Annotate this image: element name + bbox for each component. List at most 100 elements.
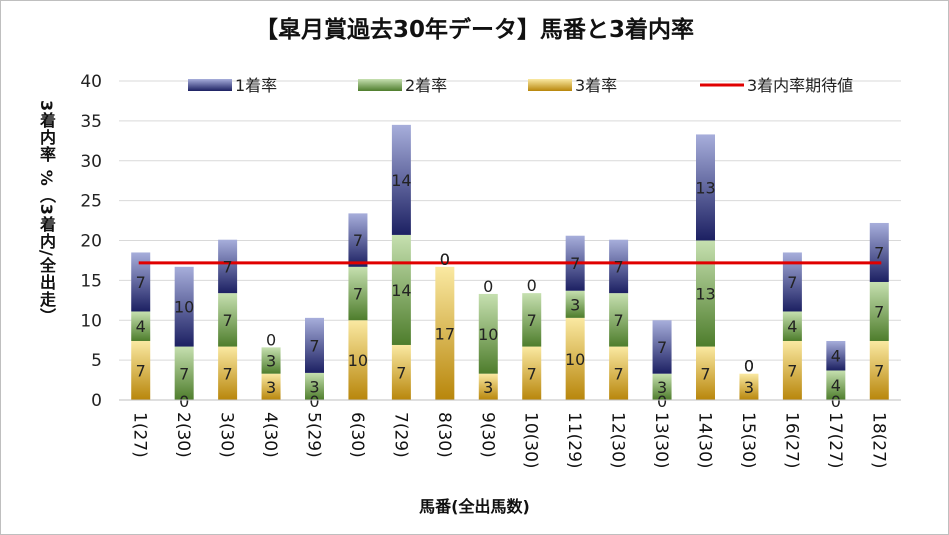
x-tick-label: 10(30) [521,412,541,469]
x-tick-label: 16(27) [781,412,801,469]
data-label: 4 [136,317,146,336]
bar-segment [131,311,151,341]
data-label: 0 [440,250,450,269]
bar-segment [782,340,802,400]
bar-segment [565,290,585,318]
x-tick-label: 5(29) [304,412,324,458]
bar-segment [174,346,194,400]
x-tick-label: 1(27) [130,412,150,458]
x-tick-label: 11(29) [564,412,584,469]
bar-segment [348,266,368,321]
y-axis-label: 3着内率 %（3着内/全出走） [37,100,56,325]
data-label: 7 [309,336,319,355]
data-label: 13 [695,285,715,304]
data-label: 4 [787,317,797,336]
bar-segment [305,372,324,400]
bar-segment [696,134,715,241]
y-tick-label: 25 [80,192,102,212]
bar-segment [739,373,759,400]
bar-segment [565,317,585,400]
data-label: 7 [787,361,797,380]
data-label: 0 [744,357,754,376]
bar-segment [218,293,238,347]
data-label: 7 [396,363,406,382]
data-label: 7 [223,257,233,276]
bar-segment [391,344,411,400]
data-label: 4 [831,347,841,366]
data-label: 3 [657,378,667,397]
bar-segment [218,346,238,400]
data-label: 17 [435,324,455,343]
bar-segment [348,320,368,400]
y-tick-label: 15 [80,271,102,291]
bar-segment [869,340,889,400]
x-tick-label: 2(30) [173,412,193,458]
bar-segment [696,240,715,347]
bar-segment [869,281,889,341]
bar-segment [609,239,629,294]
y-tick-label: 35 [80,112,102,132]
data-label: 7 [353,231,363,250]
data-label: 13 [695,178,715,197]
legend-label: 1着率 [235,76,277,95]
data-label: 7 [179,364,189,383]
bar-segment [348,213,368,267]
data-label: 3 [744,378,754,397]
bar-segment [826,340,846,371]
data-label: 0 [744,357,754,376]
legend-label: 3着内率期待値 [747,76,853,95]
data-label: 7 [527,311,537,330]
legend-swatch [358,79,402,91]
data-label: 4 [831,376,841,395]
data-label: 0 [831,392,841,411]
bar-segment [522,346,542,400]
data-label: 10 [174,298,194,317]
data-label: 7 [787,273,797,292]
legend-swatch [528,79,572,91]
data-label: 0 [179,392,189,411]
bar-segment [696,346,715,400]
bar-segment [609,293,629,347]
x-tick-label: 7(29) [390,412,410,458]
bar-segment [826,370,846,400]
bar-segment [261,347,281,374]
bar-segment [131,340,151,400]
bar-segment [652,373,672,400]
data-label: 7 [614,364,624,383]
x-tick-label: 3(30) [217,412,237,458]
bar-segment [478,373,498,400]
x-tick-label: 12(30) [608,412,628,469]
y-tick-label: 40 [80,72,102,92]
bar-segment [261,373,281,400]
y-tick-label: 0 [91,391,102,411]
data-label: 10 [565,350,585,369]
x-tick-label: 8(30) [434,412,454,458]
data-label: 7 [874,302,884,321]
legend-label: 3着率 [575,76,617,95]
data-label: 7 [874,243,884,262]
data-label: 7 [700,364,710,383]
data-label: 14 [391,281,411,300]
x-tick-label: 17(27) [825,412,845,469]
data-label: 7 [223,311,233,330]
bar-segment [869,222,889,282]
legend-label: 2着率 [405,76,447,95]
data-label: 7 [874,361,884,380]
data-label: 3 [309,377,319,396]
x-tick-label: 15(30) [738,412,758,469]
data-label: 10 [478,325,498,344]
data-label: 7 [570,254,580,273]
bar-segment [174,266,194,347]
bar-segment [391,124,411,235]
bar-segment [522,293,542,347]
x-tick-label: 13(30) [651,412,671,469]
data-label: 7 [614,257,624,276]
data-label: 3 [266,352,276,371]
y-tick-label: 30 [80,152,102,172]
chart-title: 【皐月賞過去30年データ】馬番と3着内率 [254,17,694,43]
data-label: 7 [136,361,146,380]
data-label: 0 [266,330,276,349]
x-axis-label: 馬番(全出馬数) [419,497,530,516]
data-label: 7 [136,273,146,292]
